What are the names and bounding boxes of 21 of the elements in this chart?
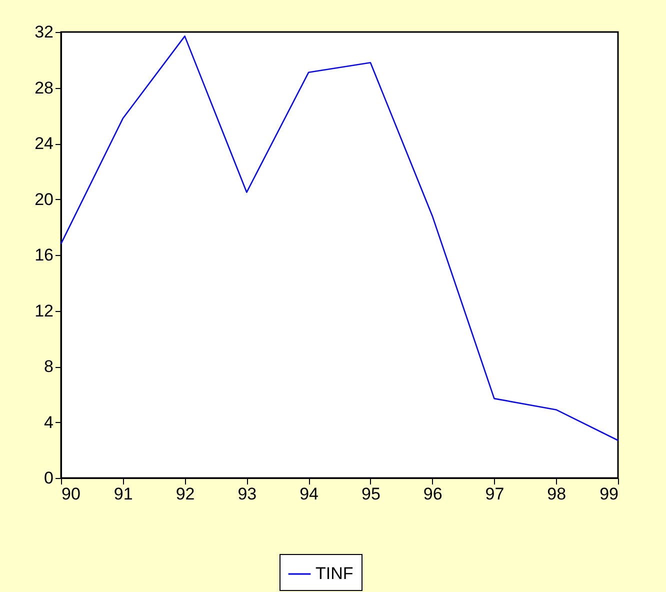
- y-tick-label: 8: [44, 357, 54, 376]
- x-tick-label: 97: [485, 484, 504, 504]
- y-tick-label: 20: [34, 190, 54, 209]
- x-tick-label: 96: [423, 484, 442, 504]
- y-tick-label: 16: [34, 246, 54, 264]
- x-tick-label: 91: [114, 484, 133, 504]
- line-series: [60, 36, 619, 442]
- y-tick-label: 0: [44, 468, 54, 488]
- y-tick-label: 12: [34, 301, 54, 320]
- x-tick-label: 98: [547, 484, 566, 504]
- x-tick-label: 95: [361, 484, 380, 504]
- x-tick-label: 92: [176, 484, 195, 504]
- x-tick-label: 90: [62, 484, 80, 504]
- x-tick-label: 93: [238, 484, 257, 504]
- y-tick-label: 32: [34, 22, 54, 42]
- x-tick-label: 94: [300, 484, 319, 504]
- x-tick-label: 99: [600, 484, 618, 504]
- y-tick-label: 24: [34, 134, 54, 153]
- legend-label: TINF: [316, 564, 354, 583]
- y-tick-label: 4: [44, 412, 54, 432]
- y-tick-label: 28: [34, 78, 54, 98]
